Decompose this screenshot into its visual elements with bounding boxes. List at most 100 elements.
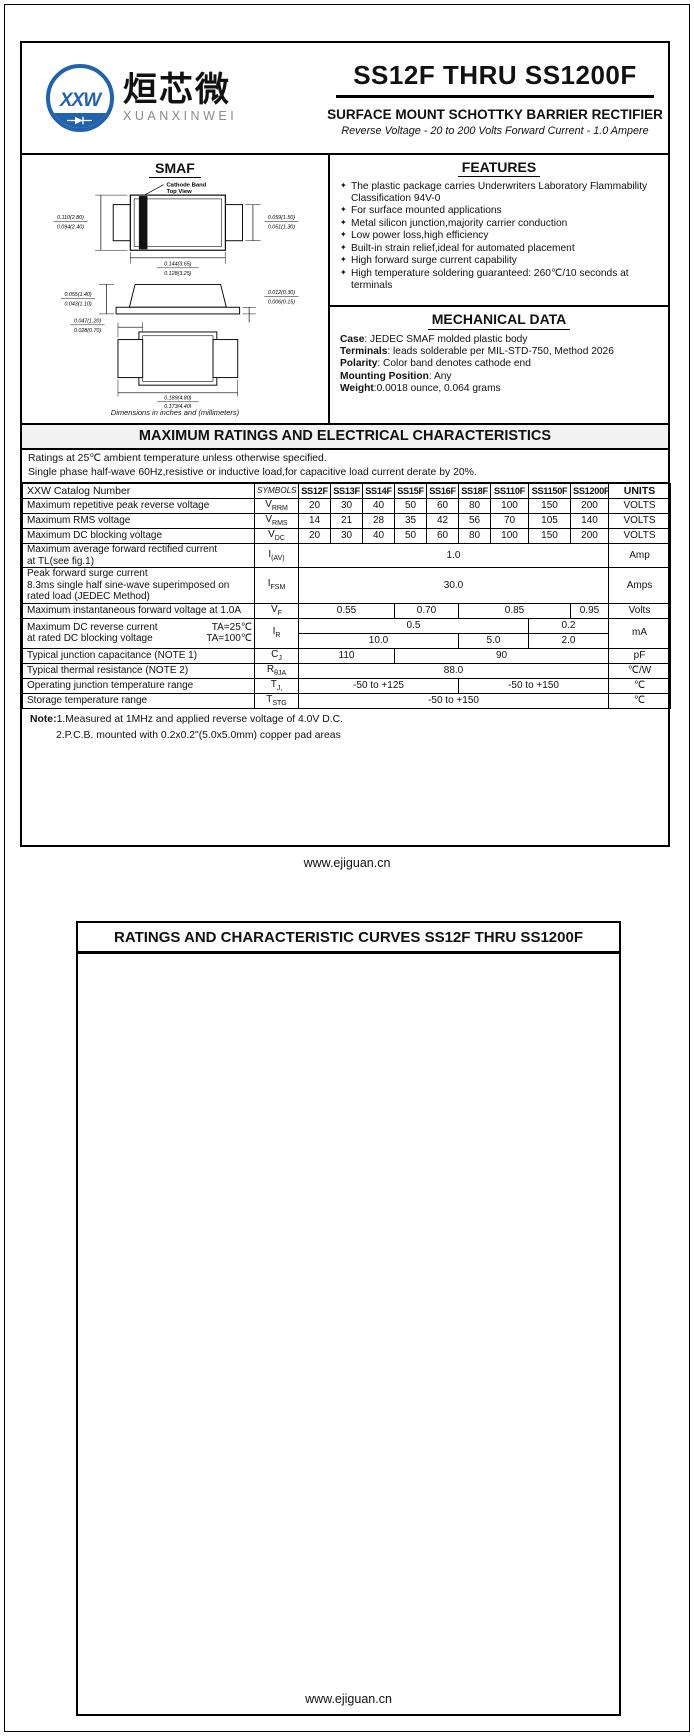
value-cell: 88.0 (298, 662, 609, 679)
page2-frame: RATINGS AND CHARACTERISTIC CURVES SS12F … (76, 921, 621, 1716)
value-cell: 0.5 (298, 617, 529, 634)
value-cell: 100 (490, 498, 529, 515)
value-cell: 60 (426, 528, 459, 545)
mechanical-data-row: Polarity: Color band denotes cathode end (340, 358, 531, 370)
symbol-cell: IFSM (254, 567, 299, 604)
feature-item: High temperature soldering guaranteed: 2… (340, 268, 658, 292)
unit-cell: Volts (608, 602, 671, 619)
part-number-header: SS14F (362, 483, 395, 500)
part-number-header: SS18F (458, 483, 491, 500)
svg-text:Cathode Band: Cathode Band (166, 183, 206, 189)
svg-text:0.006(0.15): 0.006(0.15) (268, 299, 295, 305)
figures-grid (78, 954, 619, 968)
mechanical-data-section: MECHANICAL DATA Case: JEDEC SMAF molded … (330, 307, 668, 423)
value-cell: 14 (298, 513, 331, 530)
datasheet-page: XXW 烜芯微 XUANXINWEI SS12 (4, 4, 690, 1732)
value-cell: 28 (362, 513, 395, 530)
ratings-section-title: MAXIMUM RATINGS AND ELECTRICAL CHARACTER… (22, 423, 668, 450)
symbol-cell: VDC (254, 528, 299, 545)
value-cell: 80 (458, 498, 491, 515)
value-cell: 42 (426, 513, 459, 530)
company-name-cn: 烜芯微 (123, 70, 231, 109)
symbol-cell: TSTG (254, 692, 299, 709)
symbol-cell: CJ (254, 647, 299, 664)
symbol-cell: RθJA (254, 662, 299, 679)
parameter-cell: Maximum DC reverse current TA=25℃ at rated… (22, 617, 255, 649)
value-cell: 100 (490, 528, 529, 545)
svg-text:Top View: Top View (166, 189, 192, 195)
unit-cell: ℃/W (608, 662, 671, 679)
svg-text:0.059(1.50): 0.059(1.50) (268, 215, 295, 221)
svg-text:0.055(1.40): 0.055(1.40) (64, 292, 91, 298)
device-description: SURFACE MOUNT SCHOTTKY BARRIER RECTIFIER (327, 106, 663, 122)
parameter-cell: Peak forward surge current 8.3ms single h… (22, 567, 255, 604)
feature-item: High forward surge current capability (340, 255, 658, 267)
feature-item: For surface mounted applications (340, 205, 658, 217)
mechanical-data-list: Case: JEDEC SMAF molded plastic body Term… (340, 334, 658, 395)
ratings-table: XXW Catalog Number SYMBOLS SS12F SS13F SS14F… (22, 483, 671, 709)
part-number-header: SS13F (330, 483, 363, 500)
svg-text:0.128(3.25): 0.128(3.25) (164, 271, 191, 277)
symbol-cell: IR (254, 617, 299, 649)
unit-cell: mA (608, 617, 671, 649)
value-cell: 5.0 (458, 632, 529, 649)
part-number-header: SS16F (426, 483, 459, 500)
value-cell: 0.70 (394, 602, 459, 619)
diode-symbol-icon (50, 113, 110, 128)
units-header: UNITS (608, 483, 671, 500)
parameter-cell: Typical junction capacitance (NOTE 1) (22, 647, 255, 664)
svg-text:0.144(3.65): 0.144(3.65) (164, 261, 191, 267)
value-cell: 20 (298, 498, 331, 515)
mechanical-data-row: Mounting Position: Any (340, 370, 452, 382)
note-line-1: Note:1.Measured at 1MHz and applied reve… (30, 713, 344, 725)
title-underline (336, 94, 654, 98)
value-cell: 30 (330, 528, 363, 545)
part-number-header: SS110F (490, 483, 529, 500)
value-cell: 50 (394, 528, 427, 545)
value-cell: 2.0 (528, 632, 609, 649)
value-cell: 200 (570, 528, 609, 545)
mechanical-data-row: Case: JEDEC SMAF molded plastic body (340, 333, 528, 345)
value-cell: 50 (394, 498, 427, 515)
page1-footer-url: www.ejiguan.cn (303, 856, 391, 870)
value-cell: 90 (394, 647, 609, 664)
value-cell: 105 (528, 513, 571, 530)
value-cell: 35 (394, 513, 427, 530)
parameter-cell: Maximum DC blocking voltage (22, 528, 255, 545)
svg-text:0.012(0.30): 0.012(0.30) (268, 290, 295, 296)
unit-cell: Amp (608, 543, 671, 569)
value-cell: 20 (298, 528, 331, 545)
value-cell: -50 to +150 (458, 677, 609, 694)
unit-cell: VOLTS (608, 528, 671, 545)
part-number-header: SS15F (394, 483, 427, 500)
unit-cell: ℃ (608, 677, 671, 694)
value-cell: -50 to +150 (298, 692, 609, 709)
symbol-cell: VRRM (254, 498, 299, 515)
symbols-header: SYMBOLS (254, 483, 299, 500)
company-logo: XXW 烜芯微 XUANXINWEI (22, 43, 322, 153)
value-cell: 21 (330, 513, 363, 530)
parameter-cell: Maximum instantaneous forward voltage at… (22, 602, 255, 619)
company-name-en: XUANXINWEI (123, 109, 238, 124)
svg-text:0.047(1.20): 0.047(1.20) (74, 318, 101, 324)
value-cell: 150 (528, 498, 571, 515)
value-cell: 40 (362, 528, 395, 545)
value-cell: 0.85 (458, 602, 571, 619)
parameter-cell: Maximum repetitive peak reverse voltage (22, 498, 255, 515)
svg-text:0.043(1.10): 0.043(1.10) (64, 301, 91, 307)
package-name: SMAF (149, 160, 201, 178)
value-cell: 0.2 (528, 617, 609, 634)
value-cell: 10.0 (298, 632, 459, 649)
ratings-conditions: Ratings at 25℃ ambient temperature unles… (22, 450, 668, 484)
ratings-condition-1: Ratings at 25℃ ambient temperature unles… (28, 453, 327, 464)
features-title: FEATURES (457, 159, 541, 177)
parameter-cell: Typical thermal resistance (NOTE 2) (22, 662, 255, 679)
part-number-header: SS12F (298, 483, 331, 500)
ratings-condition-2: Single phase half-wave 60Hz,resistive or… (28, 466, 477, 478)
mechanical-data-row: Terminals: leads solderable per MIL-STD-… (340, 346, 614, 358)
value-cell: 30 (330, 498, 363, 515)
part-number-title: SS12F THRU SS1200F (353, 59, 637, 90)
parameter-cell: Operating junction temperature range (22, 677, 255, 694)
feature-item: Built-in strain relief,ideal for automat… (340, 243, 658, 255)
value-cell: 110 (298, 647, 395, 664)
